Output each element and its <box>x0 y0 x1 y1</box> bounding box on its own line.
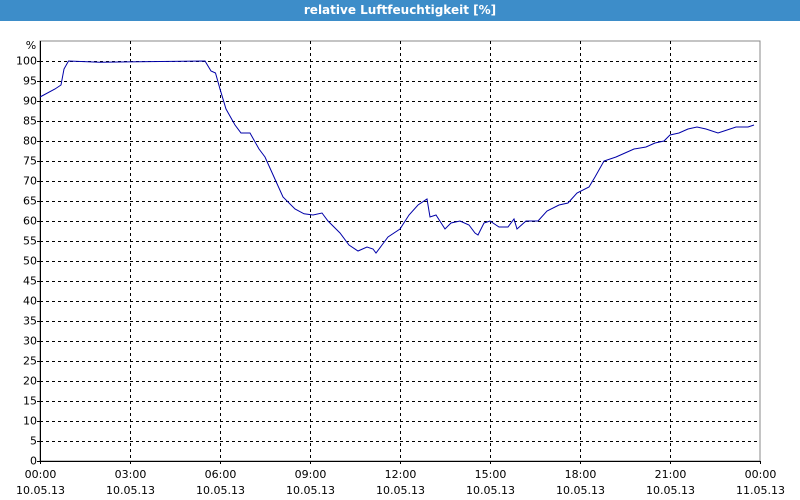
x-tick-date: 10.05.13 <box>106 484 155 497</box>
y-tick-label: 50 <box>23 255 37 268</box>
x-tick-date: 10.05.13 <box>646 484 695 497</box>
x-tick-label: 00:00 <box>745 468 777 481</box>
x-tick-label: 12:00 <box>385 468 417 481</box>
x-tick-label: 21:00 <box>655 468 687 481</box>
y-tick-label: 85 <box>23 115 37 128</box>
x-tick-date: 10.05.13 <box>286 484 335 497</box>
y-tick-label: 35 <box>23 315 37 328</box>
y-tick-label: 75 <box>23 155 37 168</box>
x-tick-label: 18:00 <box>565 468 597 481</box>
x-tick-date: 10.05.13 <box>556 484 605 497</box>
y-tick-label: 10 <box>23 415 37 428</box>
y-tick-label: 0 <box>30 455 37 468</box>
x-tick-date: 10.05.13 <box>196 484 245 497</box>
x-tick-label: 15:00 <box>475 468 507 481</box>
y-tick-label: 80 <box>23 135 37 148</box>
y-tick-label: 20 <box>23 375 37 388</box>
y-tick-label: 25 <box>23 355 37 368</box>
y-tick-label: 5 <box>30 435 37 448</box>
x-tick-label: 06:00 <box>205 468 237 481</box>
x-tick-date: 11.05.13 <box>736 484 785 497</box>
y-tick-label: 90 <box>23 95 37 108</box>
y-tick-label: 30 <box>23 335 37 348</box>
x-tick-label: 09:00 <box>295 468 327 481</box>
x-tick-date: 10.05.13 <box>376 484 425 497</box>
y-tick-label: 70 <box>23 175 37 188</box>
data-line <box>39 60 755 254</box>
x-tick-date: 10.05.13 <box>466 484 515 497</box>
y-tick-label: 45 <box>23 275 37 288</box>
chart-title: relative Luftfeuchtigkeit [%] <box>0 0 800 21</box>
y-tick-label: 15 <box>23 395 37 408</box>
y-tick-label: 65 <box>23 195 37 208</box>
y-tick-label: 95 <box>23 75 37 88</box>
y-tick-label: 100 <box>16 55 37 68</box>
y-tick-label: 55 <box>23 235 37 248</box>
x-tick-label: 00:00 <box>25 468 57 481</box>
y-axis-label: % <box>26 39 36 52</box>
y-tick-label: 60 <box>23 215 37 228</box>
y-tick-label: 40 <box>23 295 37 308</box>
x-tick-label: 03:00 <box>115 468 147 481</box>
x-tick-date: 10.05.13 <box>16 484 65 497</box>
